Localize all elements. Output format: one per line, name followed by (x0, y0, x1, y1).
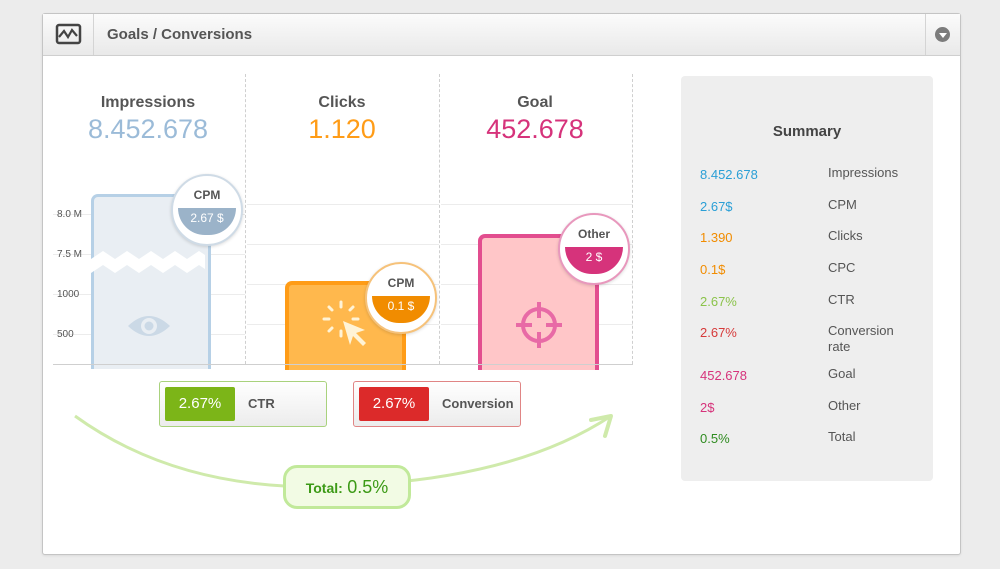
summary-label: Clicks (828, 228, 863, 243)
panel-header: Goals / Conversions (43, 14, 960, 56)
summary-title: Summary (772, 123, 842, 140)
grid-line (247, 244, 439, 245)
impressions-header: Impressions 8.452.678 (53, 94, 243, 145)
clicks-label: Clicks (318, 94, 366, 111)
summary-value: 452.678 (700, 368, 747, 383)
cursor-click-icon (322, 300, 366, 346)
clicks-value: 1.120 (308, 114, 376, 144)
activity-chart-icon (55, 23, 82, 45)
impressions-bar (91, 194, 211, 369)
summary-label: CPM (828, 197, 857, 212)
impressions-value: 8.452.678 (87, 114, 209, 144)
badge-label: CPM (193, 188, 221, 202)
summary-label: Goal (828, 366, 856, 381)
total-pill: Total: 0.5% (283, 465, 411, 509)
summary-panel: Summary 8.452.678 Impressions 2.67$ CPM … (681, 76, 933, 481)
y-tick-label: 7.5 M (57, 249, 83, 260)
summary-value: 2.67% (700, 325, 737, 340)
badge-label: Other (577, 227, 610, 241)
summary-value: 0.5% (700, 431, 730, 446)
conversion-value: 2.67% (359, 387, 429, 421)
y-tick-label: 8.0 M (57, 209, 83, 220)
column-divider (245, 74, 246, 364)
goal-header: Goal 452.678 (440, 94, 630, 145)
grid-line (247, 204, 439, 205)
y-tick-label: 1000 (57, 289, 80, 300)
summary-value: 2.67$ (700, 199, 733, 214)
summary-label: CTR (828, 292, 855, 307)
goal-label: Goal (517, 94, 553, 111)
grid-line (441, 204, 633, 205)
clicks-header: Clicks 1.120 (247, 94, 437, 145)
summary-label: Conversion rate (828, 323, 894, 354)
goal-value: 452.678 (486, 114, 584, 144)
impressions-label: Impressions (100, 94, 196, 111)
panel-title: Goals / Conversions (107, 26, 253, 43)
ctr-label: CTR (248, 396, 275, 411)
summary-value: 1.390 (700, 230, 733, 245)
conversion-pill: 2.67% Conversion (353, 381, 521, 427)
chart-baseline (53, 364, 633, 365)
clicks-cpm-badge: CPM 0.1 $ (365, 262, 437, 334)
goals-conversions-panel: Goals / Conversions Impressions 8.452.67… (42, 13, 961, 555)
scale-break-zigzag (91, 251, 205, 273)
badge-value: 2.67 $ (178, 208, 236, 235)
summary-label: Impressions (828, 165, 899, 180)
ctr-pill: 2.67% CTR (159, 381, 327, 427)
summary-value: 2$ (700, 400, 715, 415)
ctr-value: 2.67% (165, 387, 235, 421)
summary-label: CPC (828, 260, 856, 275)
panel-icon-box (43, 14, 94, 55)
target-icon (516, 302, 562, 348)
summary-label: Total (828, 429, 856, 444)
summary-value: 0.1$ (700, 262, 726, 277)
total-label: Total: (305, 480, 343, 496)
goal-other-badge: Other 2 $ (558, 213, 630, 285)
summary-value: 8.452.678 (700, 167, 758, 182)
badge-value: 2 $ (565, 247, 623, 274)
summary-label: Other (828, 398, 861, 413)
y-tick-label: 500 (57, 329, 74, 340)
column-divider (439, 74, 440, 364)
badge-value: 0.1 $ (372, 296, 430, 323)
eye-icon (128, 316, 170, 336)
badge-label: CPM (387, 276, 415, 290)
panel-toggle-button[interactable] (925, 14, 960, 55)
conversion-label: Conversion (442, 396, 514, 411)
summary-value: 2.67% (700, 294, 737, 309)
total-value: 0.5% (347, 477, 389, 497)
impressions-cpm-badge: CPM 2.67 $ (171, 174, 243, 246)
column-divider (632, 74, 633, 364)
